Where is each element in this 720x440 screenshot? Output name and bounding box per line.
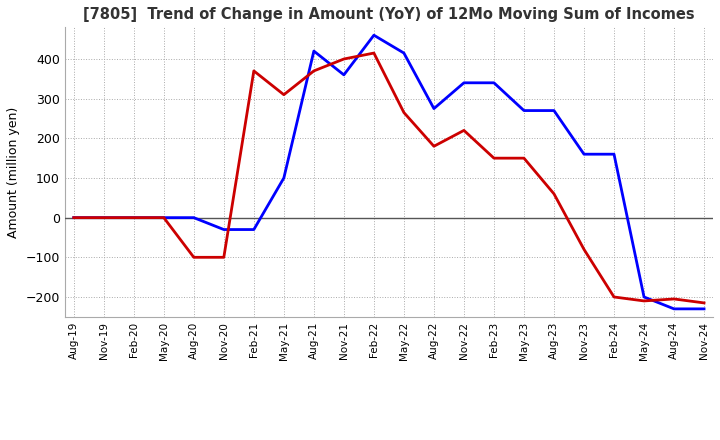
Ordinary Income xyxy=(279,176,288,181)
Net Income xyxy=(639,298,648,304)
Net Income xyxy=(189,255,198,260)
Net Income xyxy=(520,155,528,161)
Net Income xyxy=(279,92,288,97)
Net Income xyxy=(490,155,498,161)
Ordinary Income xyxy=(159,215,168,220)
Net Income xyxy=(69,215,78,220)
Net Income xyxy=(459,128,468,133)
Net Income xyxy=(549,191,558,197)
Net Income xyxy=(159,215,168,220)
Net Income xyxy=(310,68,318,73)
Ordinary Income xyxy=(430,106,438,111)
Ordinary Income xyxy=(639,294,648,300)
Net Income xyxy=(340,56,348,62)
Ordinary Income xyxy=(69,215,78,220)
Net Income xyxy=(430,143,438,149)
Ordinary Income xyxy=(670,306,678,312)
Net Income xyxy=(670,296,678,301)
Net Income xyxy=(250,68,258,73)
Y-axis label: Amount (million yen): Amount (million yen) xyxy=(7,106,20,238)
Ordinary Income xyxy=(220,227,228,232)
Net Income xyxy=(220,255,228,260)
Legend: Ordinary Income, Net Income: Ordinary Income, Net Income xyxy=(242,438,536,440)
Net Income xyxy=(610,294,618,300)
Net Income xyxy=(369,51,378,56)
Title: [7805]  Trend of Change in Amount (YoY) of 12Mo Moving Sum of Incomes: [7805] Trend of Change in Amount (YoY) o… xyxy=(83,7,695,22)
Net Income xyxy=(580,247,588,252)
Ordinary Income xyxy=(610,151,618,157)
Net Income xyxy=(400,110,408,115)
Net Income xyxy=(99,215,108,220)
Ordinary Income xyxy=(400,51,408,56)
Ordinary Income xyxy=(130,215,138,220)
Ordinary Income xyxy=(250,227,258,232)
Ordinary Income xyxy=(580,151,588,157)
Line: Ordinary Income: Ordinary Income xyxy=(73,35,704,309)
Net Income xyxy=(130,215,138,220)
Ordinary Income xyxy=(310,48,318,54)
Ordinary Income xyxy=(520,108,528,113)
Ordinary Income xyxy=(459,80,468,85)
Ordinary Income xyxy=(700,306,708,312)
Line: Net Income: Net Income xyxy=(73,53,704,303)
Ordinary Income xyxy=(189,215,198,220)
Ordinary Income xyxy=(549,108,558,113)
Net Income xyxy=(700,300,708,305)
Ordinary Income xyxy=(490,80,498,85)
Ordinary Income xyxy=(99,215,108,220)
Ordinary Income xyxy=(369,33,378,38)
Ordinary Income xyxy=(340,72,348,77)
